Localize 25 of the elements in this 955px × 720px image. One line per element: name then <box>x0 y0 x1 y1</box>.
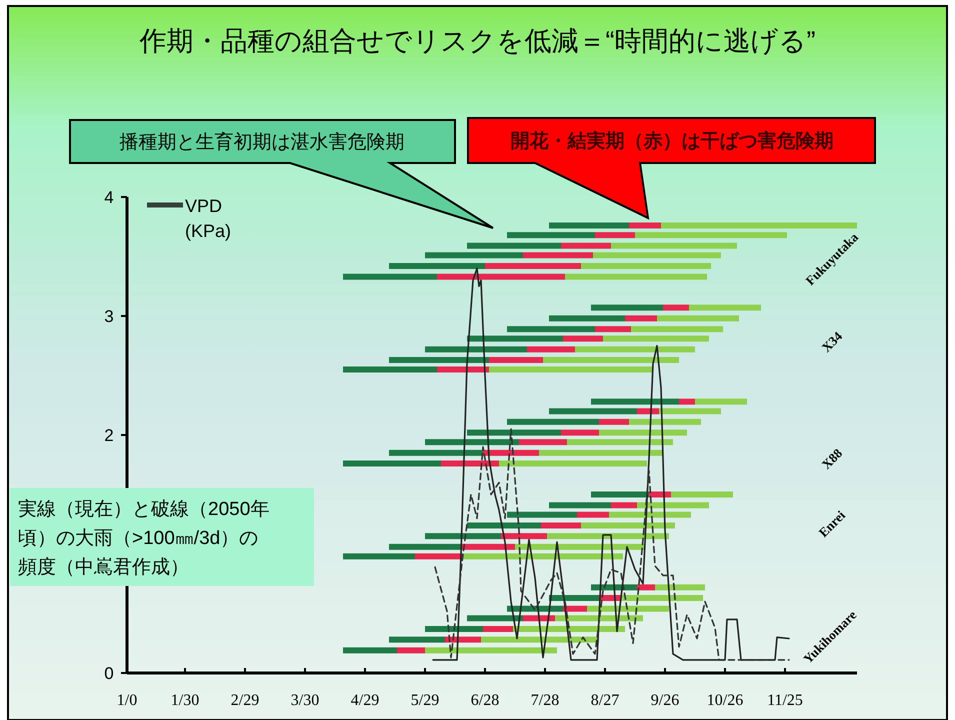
annotation: X34 <box>818 328 846 356</box>
x-tick-label: 6/28 <box>470 692 500 709</box>
y-tick-label: 4 <box>104 188 114 207</box>
legend-label: VPD (KPa) <box>185 196 232 241</box>
y-tick-label: 2 <box>104 426 114 445</box>
y-tick-label: 0 <box>104 664 114 683</box>
annotation: X88 <box>818 445 846 472</box>
line-series <box>434 428 790 661</box>
text: 播種期と生育初期は湛水害危険期 <box>120 131 404 153</box>
y-tick-label: 3 <box>104 307 114 326</box>
x-tick-label: 3/30 <box>290 692 320 709</box>
line-series <box>432 268 790 661</box>
x-tick-label: 7/28 <box>530 692 560 709</box>
chart-title: 作期・品種の組合せでリスクを低減＝“時間的に逃げる” <box>138 26 816 56</box>
x-tick-label: 4/29 <box>350 692 380 709</box>
x-tick-label: 8/27 <box>590 692 620 709</box>
x-tick-label: 10/26 <box>706 692 744 709</box>
x-tick-label: 1/30 <box>170 692 200 709</box>
text: 開花・結実期（赤）は干ばつ害危険期 <box>510 130 834 152</box>
x-tick-label: 2/29 <box>230 692 260 709</box>
annotation: 実線（現在）と破線（2050年頃）の大雨（>100㎜/3d）の頻度（中嶌君作成） <box>18 498 270 578</box>
x-tick-label: 9/26 <box>650 692 680 709</box>
x-tick-label: 5/29 <box>410 692 440 709</box>
x-tick-label: 11/25 <box>767 692 803 709</box>
x-tick-label: 1/0 <box>116 692 138 709</box>
